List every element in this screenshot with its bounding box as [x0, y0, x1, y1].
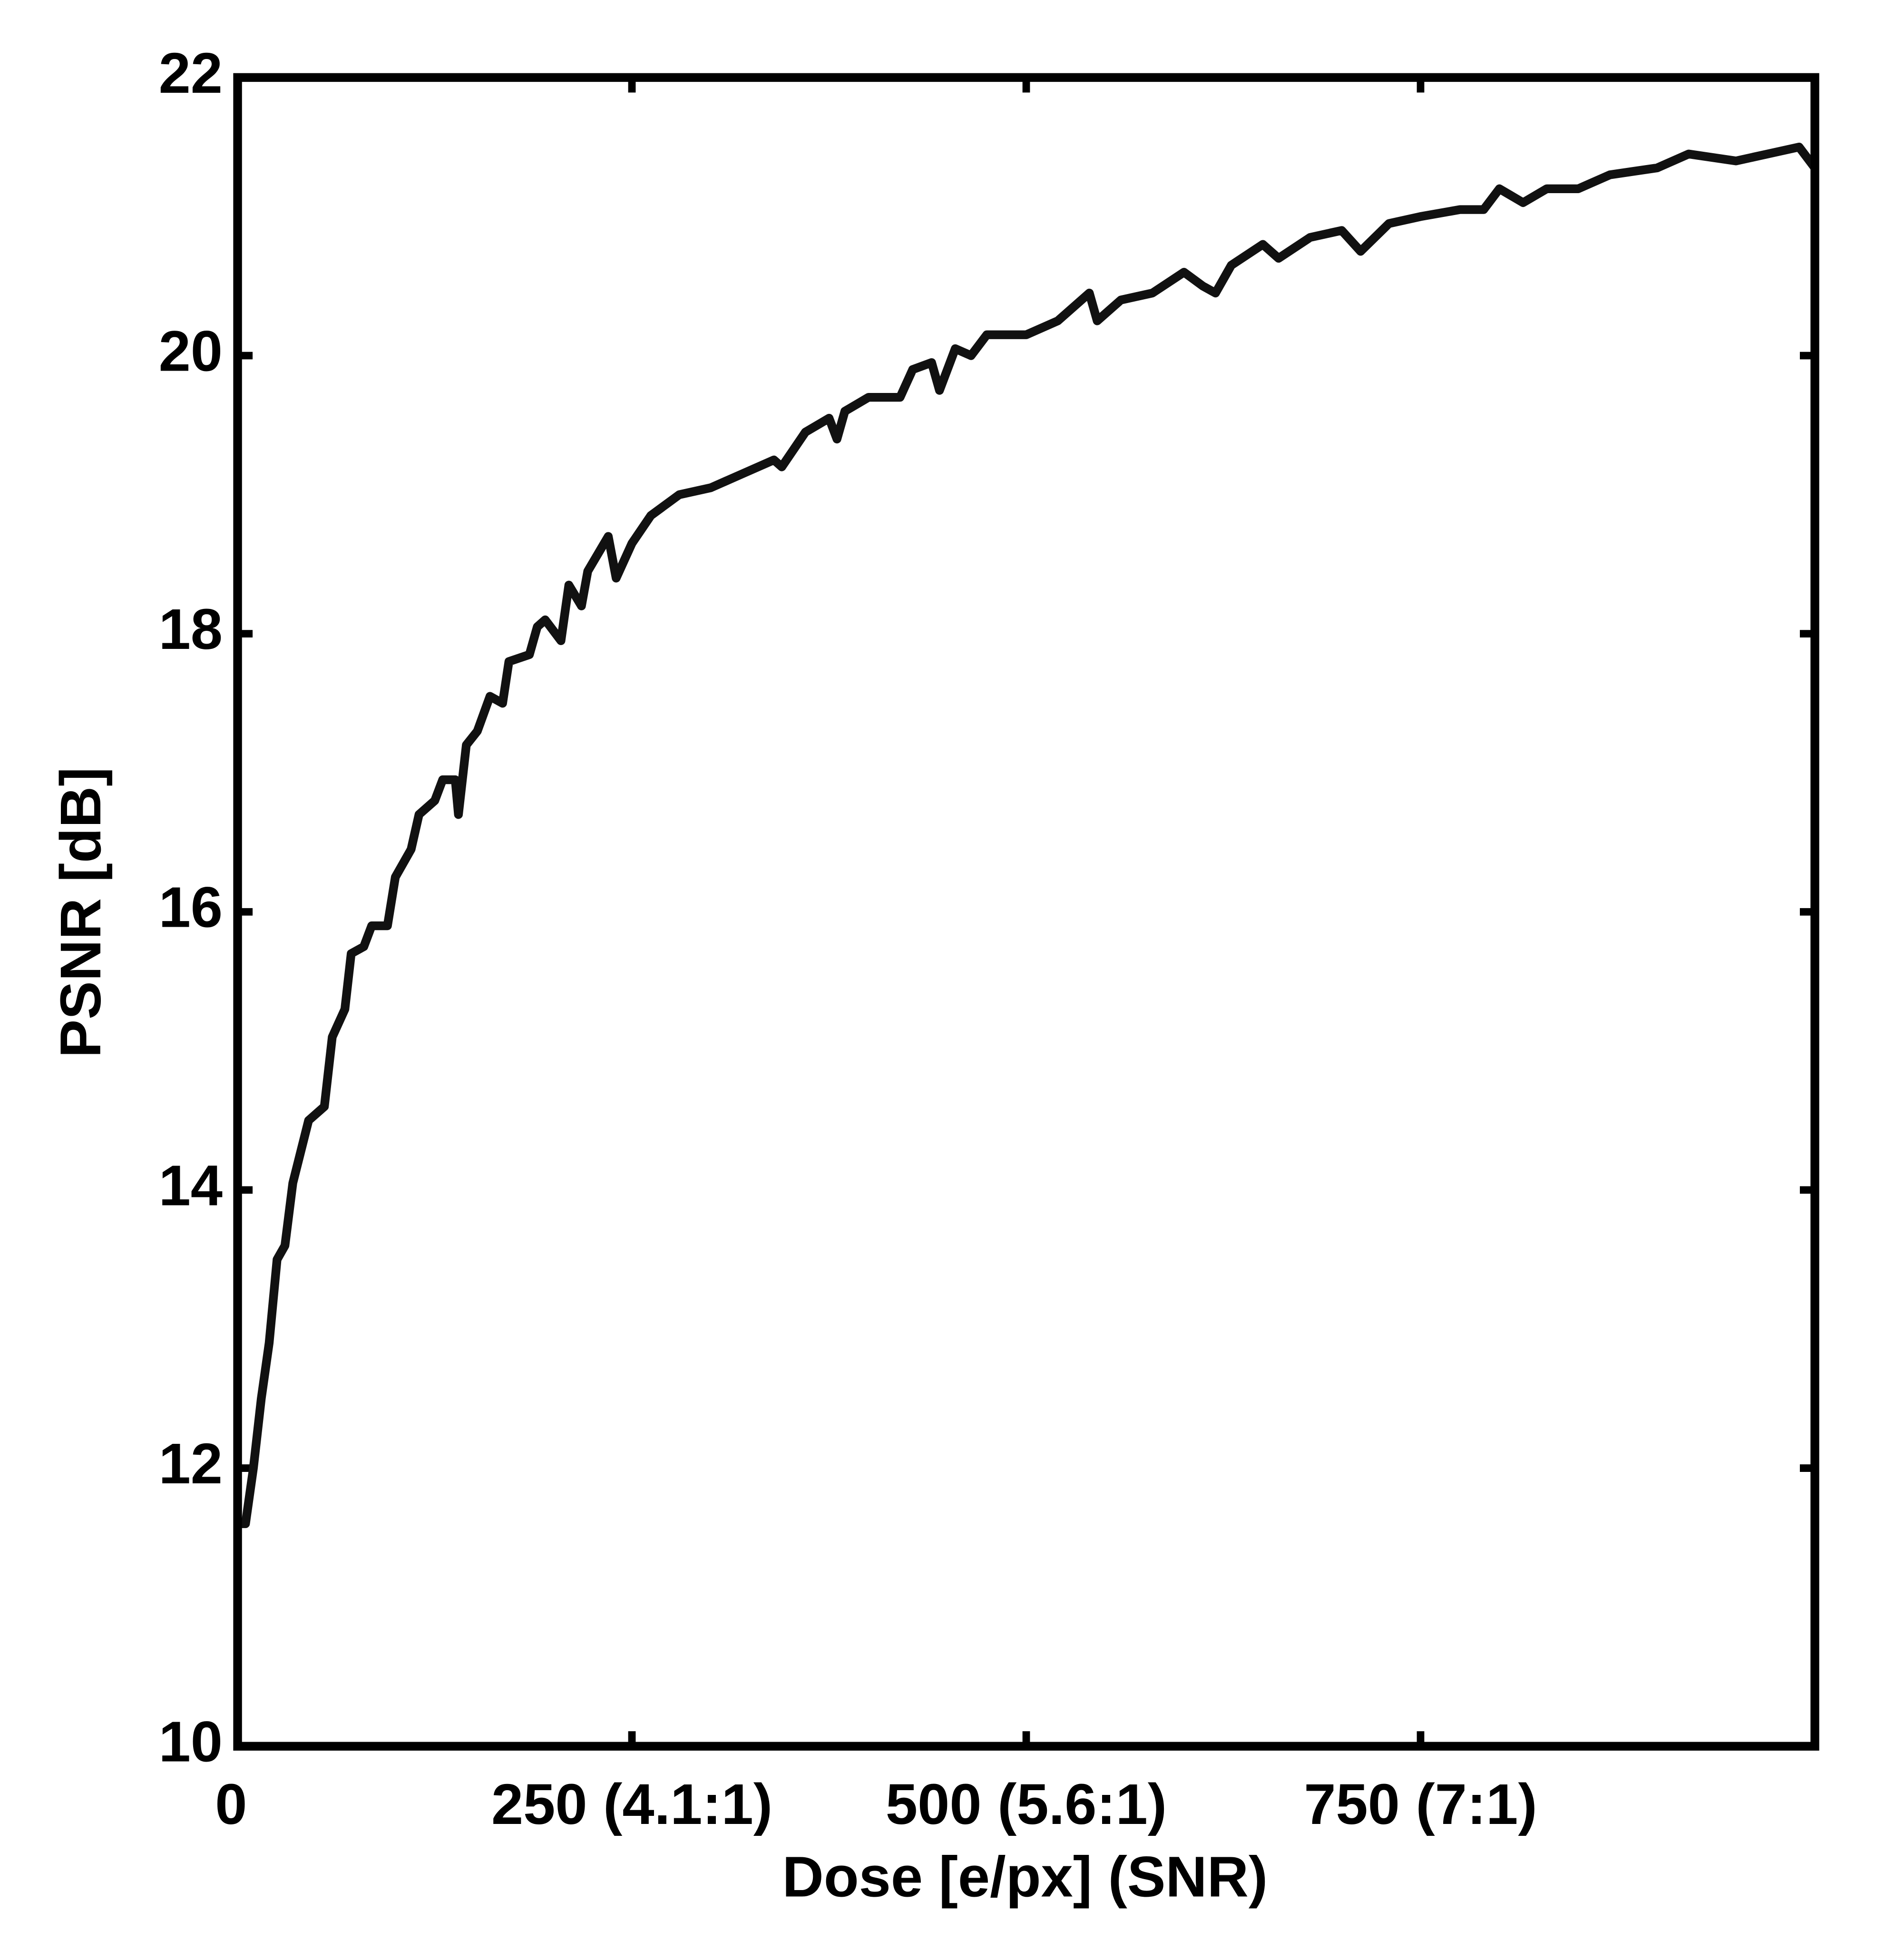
y-tick-label: 22: [159, 41, 223, 105]
data-line: [237, 142, 1818, 1529]
x-axis-label: Dose [e/px] (SNR): [782, 1844, 1268, 1909]
plot-frame: [233, 73, 1819, 1751]
x-tick-label: 750 (7:1): [1304, 1772, 1537, 1836]
y-tick-label: 18: [159, 597, 223, 661]
x-tick-label: 500 (5.6:1): [886, 1772, 1167, 1836]
y-tick-label: 10: [159, 1710, 223, 1774]
x-tick-label: 0: [215, 1772, 247, 1836]
x-tick-label: 250 (4.1:1): [491, 1772, 772, 1836]
y-tick-label: 16: [159, 875, 223, 940]
y-axis-label: PSNR [dB]: [49, 767, 113, 1058]
y-tick-label: 12: [159, 1431, 223, 1496]
y-tick-label: 14: [159, 1153, 223, 1217]
y-tick-label: 20: [159, 319, 223, 383]
